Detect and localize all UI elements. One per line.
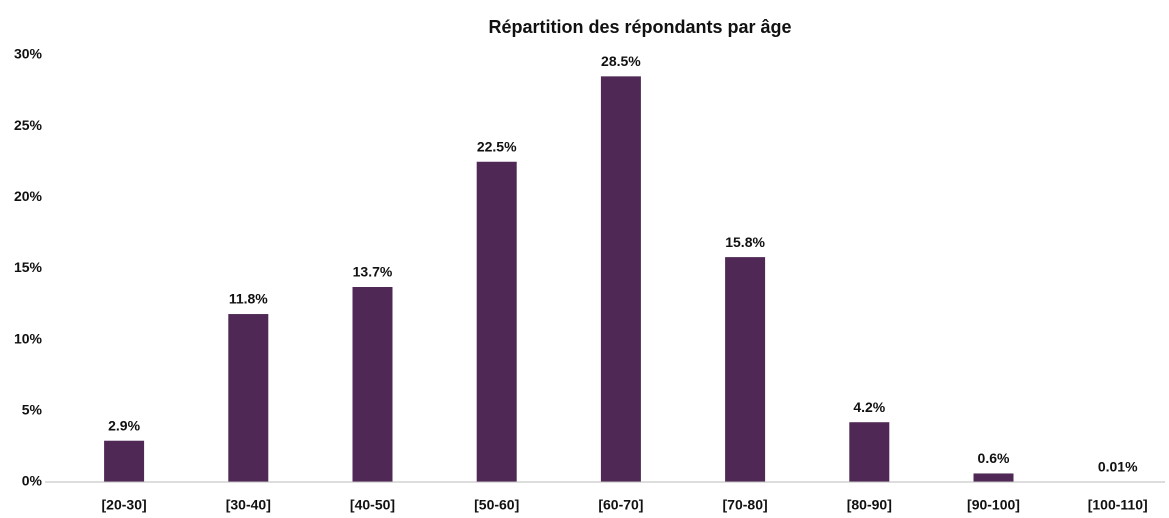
x-tick-label: [90-100]: [967, 497, 1020, 513]
y-tick-label: 20%: [14, 188, 43, 204]
value-label: 0.6%: [978, 450, 1010, 466]
value-label: 15.8%: [725, 234, 765, 250]
x-tick-label: [100-110]: [1088, 497, 1148, 513]
y-tick-label: 30%: [14, 46, 43, 62]
bar: [849, 422, 890, 482]
value-label: 13.7%: [353, 264, 393, 280]
bar: [600, 76, 641, 482]
bar: [104, 440, 145, 482]
y-tick-label: 15%: [14, 259, 43, 275]
y-tick-label: 25%: [14, 117, 43, 133]
bar: [352, 287, 393, 482]
y-tick-label: 0%: [22, 473, 43, 489]
x-tick-label: [80-90]: [847, 497, 892, 513]
value-label: 22.5%: [477, 138, 517, 154]
x-tick-label: [60-70]: [598, 497, 643, 513]
bar: [476, 161, 517, 482]
value-label: 4.2%: [853, 399, 885, 415]
value-label: 28.5%: [601, 53, 641, 69]
value-label: 2.9%: [108, 417, 140, 433]
chart-title: Répartition des répondants par âge: [488, 17, 791, 37]
value-label: 0.01%: [1098, 459, 1138, 475]
bar: [228, 314, 269, 482]
x-tick-label: [70-80]: [723, 497, 768, 513]
x-tick-label: [30-40]: [226, 497, 271, 513]
x-tick-label: [50-60]: [474, 497, 519, 513]
y-tick-label: 5%: [22, 402, 43, 418]
x-tick-label: [40-50]: [350, 497, 395, 513]
y-tick-label: 10%: [14, 330, 43, 346]
x-tick-label: [20-30]: [102, 497, 147, 513]
bar: [725, 257, 766, 482]
bar: [973, 473, 1014, 482]
value-label: 11.8%: [229, 291, 268, 307]
